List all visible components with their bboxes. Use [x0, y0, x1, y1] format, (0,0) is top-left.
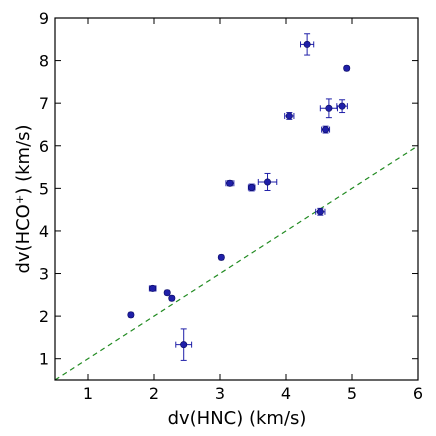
data-point — [163, 289, 171, 297]
point-marker — [285, 112, 293, 120]
x-tick-label: 5 — [347, 384, 357, 403]
x-tick-label: 3 — [215, 384, 225, 403]
data-point — [300, 33, 315, 56]
y-axis-label: dv(HCO⁺) (km/s) — [13, 124, 34, 273]
point-marker — [127, 311, 135, 319]
y-tick-label: 3 — [39, 265, 49, 284]
x-tick-label: 4 — [281, 384, 291, 403]
plot-frame — [54, 17, 419, 381]
point-marker — [316, 208, 324, 216]
point-marker — [325, 104, 333, 112]
data-point — [284, 112, 295, 120]
data-point — [217, 253, 225, 261]
y-tick-label: 8 — [39, 52, 49, 71]
data-point — [127, 311, 135, 319]
point-marker — [226, 179, 234, 187]
data-point — [315, 207, 326, 216]
data-point — [148, 284, 157, 292]
point-marker — [217, 253, 225, 261]
point-marker — [322, 126, 330, 134]
point-marker — [248, 184, 256, 192]
data-point — [319, 98, 338, 119]
data-point — [336, 99, 348, 114]
point-marker — [343, 64, 351, 72]
x-tick-label: 1 — [83, 384, 93, 403]
y-tick-label: 1 — [39, 350, 49, 369]
point-marker — [180, 341, 188, 349]
data-point — [257, 172, 278, 191]
x-tick-label: 2 — [149, 384, 159, 403]
reference-line — [54, 145, 419, 381]
point-marker — [264, 178, 272, 186]
plot-area — [54, 17, 419, 381]
data-point — [321, 125, 331, 134]
y-tick-label: 5 — [39, 179, 49, 198]
data-point — [343, 64, 351, 72]
y-tick-label: 4 — [39, 222, 49, 241]
y-tick-label: 6 — [39, 137, 49, 156]
point-marker — [168, 294, 176, 302]
point-marker — [303, 40, 311, 48]
x-axis-label: dv(HNC) (km/s) — [168, 408, 307, 429]
x-tick-label: 6 — [413, 384, 423, 403]
data-points — [127, 33, 351, 361]
data-point — [225, 179, 235, 187]
axis-ticks: 1 2 3 4 5 6 1 2 3 4 5 6 7 8 9 — [39, 9, 423, 403]
data-point — [175, 328, 193, 361]
point-marker — [163, 289, 171, 297]
data-point — [247, 183, 256, 192]
y-tick-label: 9 — [39, 9, 49, 28]
point-marker — [338, 102, 346, 110]
data-point — [168, 294, 176, 302]
point-marker — [149, 284, 157, 292]
y-tick-label: 2 — [39, 307, 49, 326]
y-tick-label: 7 — [39, 94, 49, 113]
